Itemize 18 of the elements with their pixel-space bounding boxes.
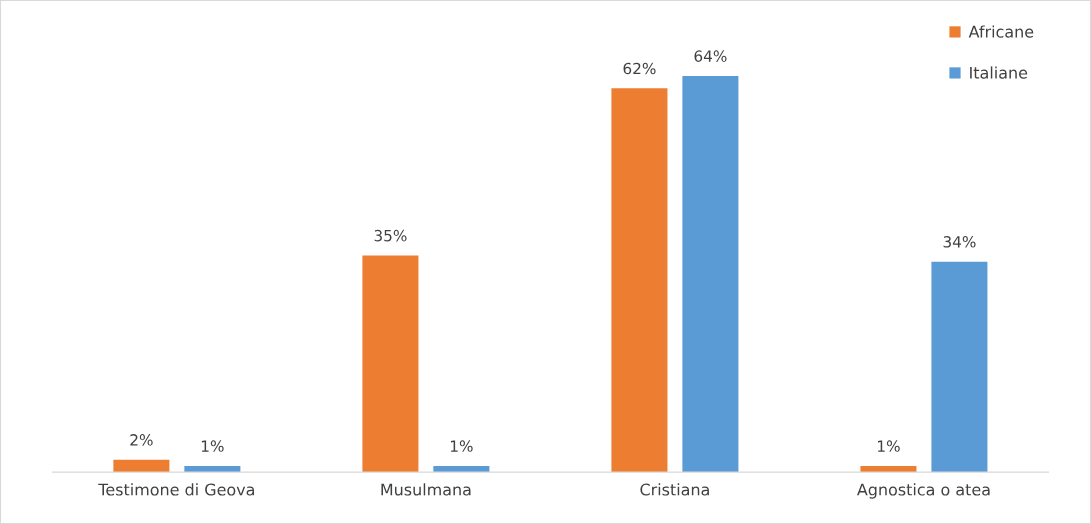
data-label: 1% bbox=[450, 440, 473, 452]
data-label: 64% bbox=[694, 50, 727, 62]
bar bbox=[611, 88, 668, 473]
data-label: 62% bbox=[623, 62, 656, 75]
data-label: 2% bbox=[130, 434, 153, 446]
legend-label: Africane bbox=[968, 25, 1034, 38]
legend-label: Italiane bbox=[970, 66, 1028, 79]
data-label: 35% bbox=[374, 229, 407, 242]
x-tick-label: Cristiana bbox=[640, 483, 709, 496]
bar bbox=[931, 261, 988, 473]
x-tick-label: Agnostica o atea bbox=[856, 483, 990, 499]
bar bbox=[362, 255, 419, 473]
data-label: 1% bbox=[201, 440, 224, 452]
bar bbox=[682, 75, 739, 473]
data-label: 34% bbox=[943, 236, 976, 248]
x-tick-label: Testimone di Geova bbox=[98, 483, 254, 496]
data-label: 1% bbox=[878, 440, 900, 452]
x-tick-label: Musulmana bbox=[381, 483, 471, 496]
